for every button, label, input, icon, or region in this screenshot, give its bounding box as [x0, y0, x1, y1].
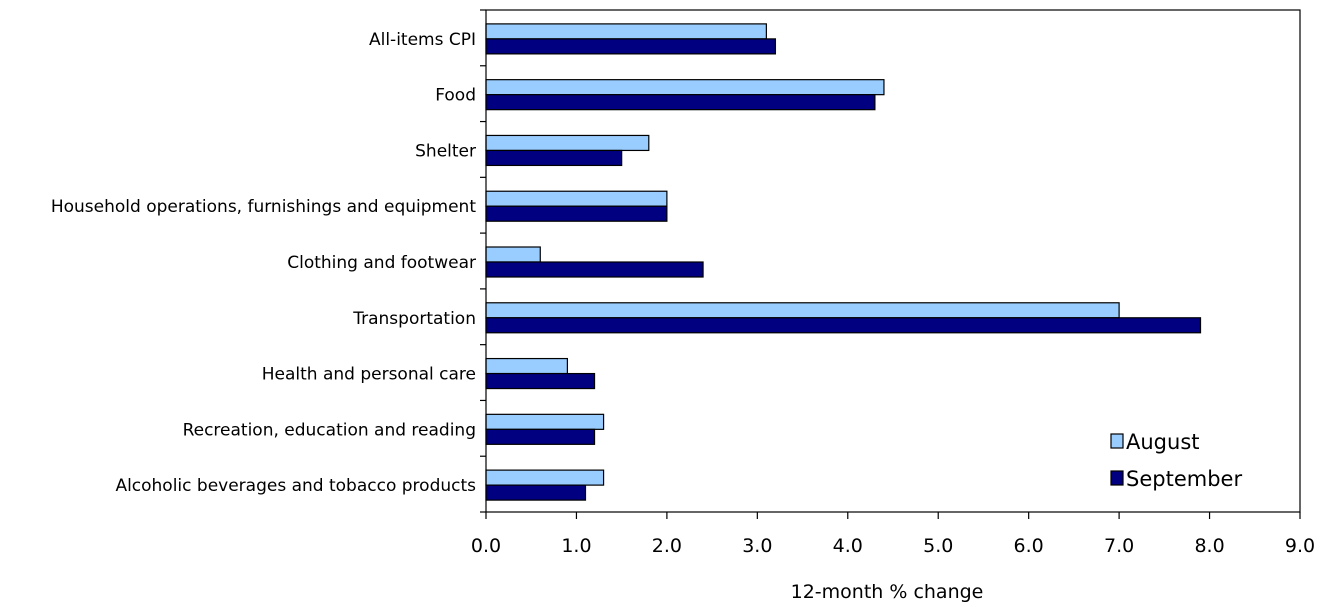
bar-september — [485, 261, 704, 278]
bar-september — [485, 428, 596, 445]
x-axis-title: 12-month % change — [791, 581, 984, 603]
bar-august — [485, 469, 605, 486]
bar-september — [485, 205, 668, 222]
bar-august — [485, 246, 541, 263]
x-tick-label: 0.0 — [471, 535, 501, 557]
axes — [480, 9, 1301, 519]
category-label: Clothing and footwear — [287, 253, 476, 273]
category-label: Food — [435, 86, 476, 106]
bar-september — [485, 317, 1202, 334]
category-label: Health and personal care — [262, 365, 476, 385]
bar-august — [485, 134, 650, 152]
x-tick-label: 3.0 — [742, 535, 772, 557]
x-tick-label: 1.0 — [561, 535, 591, 557]
bar-september — [485, 94, 876, 111]
x-tick-label: 6.0 — [1014, 535, 1044, 557]
bar-august — [485, 79, 885, 96]
bar-august — [485, 190, 668, 207]
category-label: All-items CPI — [369, 30, 476, 50]
category-label: Recreation, education and reading — [183, 420, 476, 440]
bar-august — [485, 23, 767, 40]
bar-september — [485, 484, 587, 501]
bar-september — [485, 38, 777, 55]
x-tick-labels: 0.0 1.0 2.0 3.0 4.0 5.0 6.0 7.0 8.0 9.0 — [471, 535, 1315, 557]
x-tick-label: 7.0 — [1104, 535, 1134, 557]
plot-frame — [485, 9, 1301, 513]
bar-august — [485, 413, 605, 430]
category-label: Alcoholic beverages and tobacco products — [115, 476, 476, 496]
legend: August September — [1110, 430, 1242, 491]
bar-september — [485, 372, 596, 390]
category-label: Shelter — [415, 141, 476, 161]
x-tick-label: 5.0 — [923, 535, 953, 557]
x-tick-label: 9.0 — [1285, 535, 1315, 557]
category-labels: All-items CPI Food Shelter Household operat… — [51, 30, 477, 496]
legend-label-august: August — [1126, 430, 1200, 454]
legend-swatch-august — [1110, 433, 1124, 449]
bar-august — [485, 357, 569, 375]
bar-august — [485, 302, 1120, 319]
legend-swatch-september — [1110, 470, 1124, 486]
x-tick-label: 2.0 — [652, 535, 682, 557]
bars — [485, 23, 1202, 501]
x-tick-label: 8.0 — [1194, 535, 1224, 557]
category-label: Household operations, furnishings and eq… — [51, 197, 477, 217]
bar-september — [485, 149, 623, 167]
legend-label-september: September — [1126, 467, 1242, 491]
category-label: Transportation — [352, 309, 476, 329]
x-tick-label: 4.0 — [833, 535, 863, 557]
